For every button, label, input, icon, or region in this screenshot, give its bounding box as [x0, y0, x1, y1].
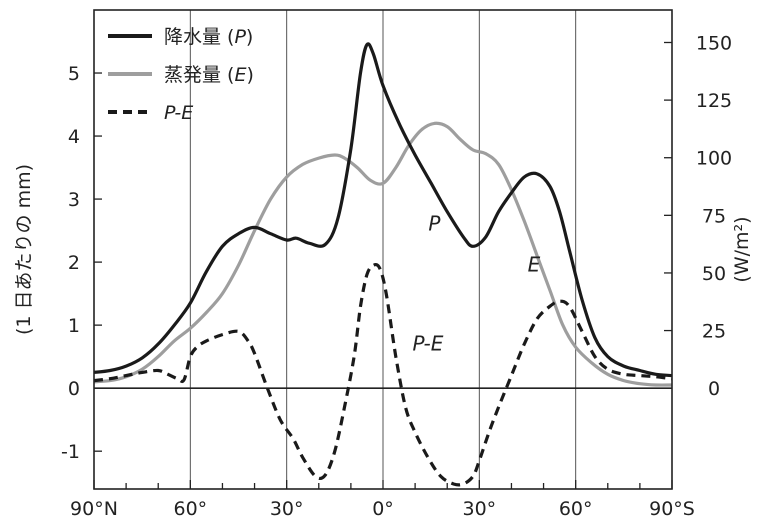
y-tick-label-left: 1 — [68, 315, 80, 337]
x-tick-label: 0° — [372, 498, 394, 520]
y-tick-label-left: 5 — [68, 63, 80, 85]
series-annotation-2: P-E — [413, 331, 444, 355]
series-lines — [93, 42, 673, 487]
series-annotations: P E P-E — [413, 212, 541, 356]
y-tick-label-right: 100 — [696, 148, 732, 170]
x-tick-label: 30° — [462, 498, 496, 520]
y-tick-label-right: 75 — [702, 205, 726, 227]
x-tick-label: 90°N — [70, 498, 118, 520]
y-tick-label-right: 25 — [702, 321, 726, 343]
x-tick-label: 60° — [173, 498, 207, 520]
series-annotation-1: E — [528, 253, 541, 277]
y-tick-label-right: 0 — [708, 378, 720, 400]
y-tick-label-right: 50 — [702, 263, 726, 285]
legend-label-1: 蒸発量 (E) — [164, 64, 254, 86]
x-tick-label: 60° — [559, 498, 593, 520]
x-tick-label: 30° — [270, 498, 304, 520]
series-line-0 — [93, 42, 673, 378]
y-tick-label-right: 150 — [696, 32, 732, 54]
y-tick-label-left: 0 — [68, 378, 80, 400]
series-line-1 — [93, 121, 673, 387]
y-tick-label-left: 3 — [68, 189, 80, 211]
series-line-2 — [93, 262, 673, 487]
y-axis-label-left: (1 日あたりの mm) — [13, 164, 35, 335]
y-tick-label-left: 4 — [68, 126, 80, 148]
legend-label-0: 降水量 (P) — [164, 26, 253, 48]
series-annotation-0: P — [428, 212, 441, 236]
legend: 降水量 (P) 蒸発量 (E) P-E — [108, 26, 254, 124]
x-tick-label: 90°S — [649, 498, 695, 520]
axis-ticks: 90°N 60° 30° 0° 30° 60° 90°S-10123450255075100… — [61, 32, 732, 520]
y-tick-label-left: 2 — [68, 252, 80, 274]
y-tick-label-right: 125 — [696, 90, 732, 112]
y-tick-label-left: -1 — [61, 441, 80, 463]
y-axis-label-right: (W/m²) — [731, 216, 753, 282]
legend-label-2: P-E — [164, 102, 193, 124]
